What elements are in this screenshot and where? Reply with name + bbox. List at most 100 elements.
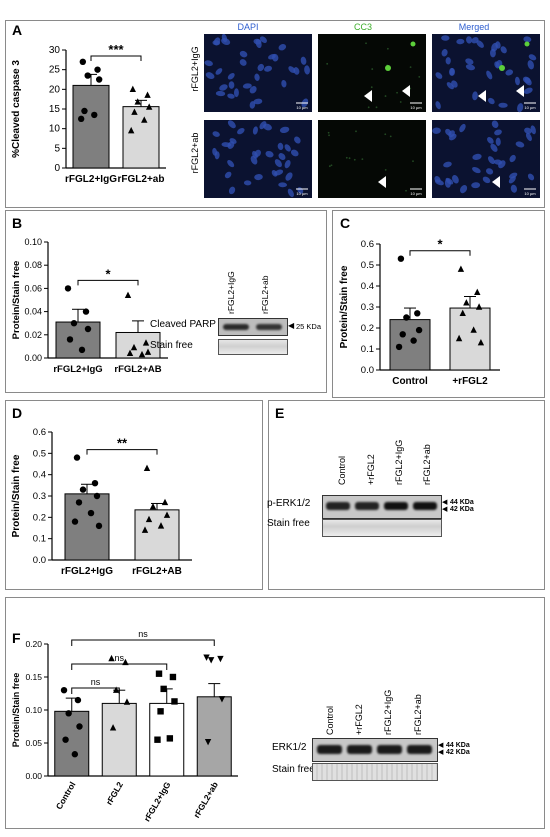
data-point (141, 526, 149, 533)
nucleus (445, 57, 451, 65)
data-point (455, 334, 463, 342)
category-label: rFGL2+ab (191, 780, 220, 820)
cc3-positive-cell (499, 65, 505, 71)
scale-bar-label: 10 µm (296, 191, 308, 196)
data-point (82, 308, 90, 315)
category-label: rFGL2+IgG (65, 174, 117, 185)
nucleus (219, 84, 228, 91)
nucleus (249, 101, 256, 109)
category-label: Control (392, 376, 428, 387)
data-point (131, 108, 138, 115)
nucleus (254, 73, 260, 81)
data-point (397, 255, 405, 262)
y-tick-label: 0.3 (33, 491, 46, 502)
cc3-speck (384, 95, 387, 97)
nucleus (215, 68, 223, 75)
nucleus (528, 54, 537, 61)
blot-e-arrow-2: ◀ (442, 506, 448, 513)
cc3-speck (353, 158, 356, 161)
nucleus (284, 160, 291, 169)
y-tick-label: 0.5 (361, 260, 374, 271)
cc3-speck (399, 101, 402, 103)
data-point (160, 685, 167, 693)
y-tick-label: 0.4 (361, 281, 374, 292)
y-tick-label: 5 (54, 143, 60, 154)
blot-f-band-box (312, 738, 438, 762)
category-label: rFGL2+ab (118, 174, 165, 185)
y-tick-label: 0.2 (33, 512, 46, 523)
arrowhead (516, 85, 524, 97)
data-point (204, 738, 212, 746)
nucleus (278, 182, 288, 188)
blot-f-lane-2: +rFGL2 (354, 704, 364, 735)
blot-b-lane-1: rFGL2+IgG (226, 271, 236, 314)
blot-e-lane-3: rFGL2+IgG (394, 439, 404, 485)
nucleus (459, 123, 466, 133)
significance-label: ** (117, 436, 128, 451)
bar (72, 84, 110, 169)
significance-label: ns (138, 629, 148, 639)
nucleus (293, 67, 300, 75)
blot-f-arrow-2: ◀ (438, 749, 444, 756)
y-tick-label: 0.06 (24, 283, 42, 293)
y-tick-label: 0.4 (33, 470, 46, 481)
nucleus (517, 103, 524, 113)
category-label: rFGL2+IgG (142, 780, 173, 824)
nucleus (465, 64, 475, 71)
cc3-positive-cell (524, 41, 530, 47)
nucleus (227, 73, 235, 80)
y-tick-label: 0 (54, 163, 60, 174)
data-point (73, 454, 81, 461)
micrograph-tile (204, 120, 312, 198)
y-tick-label: 0.00 (25, 771, 42, 781)
blot-f-row-1: ERK1/2 (272, 742, 307, 753)
bar (449, 307, 491, 371)
nucleus (284, 144, 291, 152)
y-axis-label: %Cleaved caspase 3 (11, 60, 22, 158)
data-point (163, 511, 171, 518)
nucleus (487, 97, 495, 105)
micrograph-grid: DAPI CC3 Merged rFGL2+IgG rFGL2+ab 10 µm… (188, 22, 540, 200)
nucleus (252, 126, 258, 135)
data-point (218, 696, 226, 703)
data-point (166, 735, 174, 742)
data-point (410, 337, 417, 344)
y-tick-label: 0.3 (361, 302, 374, 313)
data-point (457, 265, 465, 272)
y-tick-label: 0.0 (361, 365, 374, 376)
cc3-speck (371, 68, 374, 70)
y-axis-label: Protein/Stain free (339, 265, 350, 348)
nucleus (456, 38, 465, 45)
blot-e-marker-1: 44 KDa (450, 499, 474, 506)
row-label-igg: rFGL2+IgG (190, 46, 200, 92)
cc3-speck (412, 160, 414, 163)
nucleus (204, 60, 213, 67)
y-tick-label: 0.05 (25, 738, 42, 748)
nucleus (227, 120, 236, 129)
y-tick-label: 0.6 (33, 427, 46, 438)
data-point (161, 498, 169, 506)
nucleus (285, 172, 293, 181)
significance-label: ns (114, 653, 124, 663)
nucleus (491, 120, 499, 128)
nucleus (524, 127, 532, 134)
data-point (155, 670, 163, 677)
nucleus (445, 177, 454, 185)
nucleus (472, 91, 478, 101)
category-label: rFGL2+AB (132, 566, 182, 577)
data-point (76, 723, 83, 730)
nucleus (243, 180, 252, 186)
scale-bar-label: 10 µm (524, 191, 536, 196)
data-point (459, 309, 466, 316)
arrowhead (364, 90, 372, 102)
data-point (95, 76, 103, 83)
cc3-speck (361, 158, 364, 160)
nucleus (487, 137, 494, 144)
data-point (399, 331, 406, 338)
chart-d: 0.0 0.1 0.2 0.3 0.4 0.5 0.6 Protein/Stain free r… (11, 427, 192, 577)
nucleus (254, 174, 263, 181)
nucleus (271, 169, 278, 177)
y-tick-label: 0.20 (25, 639, 42, 649)
data-point (124, 291, 132, 299)
nucleus (515, 141, 525, 148)
